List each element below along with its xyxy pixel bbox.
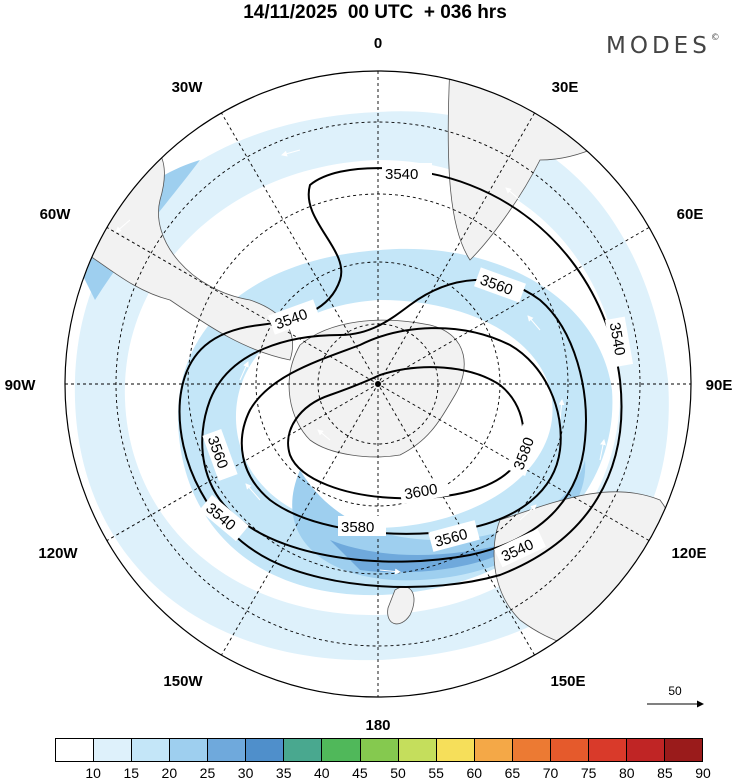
brand-logo: MODES© <box>606 33 720 59</box>
legend-label: 45 <box>352 765 368 781</box>
lon-label-60w: 60W <box>40 206 72 223</box>
legend-swatch <box>512 739 551 761</box>
legend-label: 15 <box>123 765 140 781</box>
legend-label: 10 <box>85 765 101 781</box>
contour-label: 3600 <box>403 481 439 504</box>
land-antarctica <box>288 319 465 458</box>
color-legend-labels: 10 15 20 25 30 35 40 45 50 55 60 65 70 75 80 85 90 <box>55 765 710 781</box>
legend-label: 50 <box>390 765 406 781</box>
contour-label: 3540 <box>385 166 418 183</box>
brand-name: MODES <box>606 33 711 59</box>
longitude-labels: 0 30E 60E 90E 120E 150E 180 150W 120W 90… <box>5 35 733 734</box>
lon-label-120w: 120W <box>38 545 78 562</box>
map-boundary <box>64 70 692 698</box>
lon-label-180: 180 <box>365 717 390 734</box>
legend-label: 30 <box>237 765 254 781</box>
lon-label-150w: 150W <box>163 673 203 690</box>
wind-vector <box>599 439 606 461</box>
wind-vector <box>505 187 521 201</box>
wind-vector <box>317 429 331 441</box>
lon-label-0: 0 <box>374 35 382 52</box>
wind-vector <box>239 361 249 381</box>
wind-vector <box>379 568 401 575</box>
legend-label: 65 <box>504 765 521 781</box>
wind-vector <box>245 483 261 501</box>
reference-vector: 50 <box>647 684 704 708</box>
legend-label: 40 <box>314 765 330 781</box>
legend-swatch <box>436 739 475 761</box>
brand-mark: © <box>710 33 720 43</box>
legend-label: 80 <box>618 765 635 781</box>
legend-swatch <box>56 739 95 761</box>
legend-swatch <box>360 739 399 761</box>
legend-label: 85 <box>657 765 673 781</box>
legend-swatch <box>550 739 589 761</box>
lon-label-90e: 90E <box>706 377 733 394</box>
wind-shading-band-1 <box>177 248 613 596</box>
legend-swatch <box>208 739 247 761</box>
contour-label: 3540 <box>606 321 629 357</box>
legend-swatch <box>170 739 209 761</box>
legend-label: 60 <box>466 765 483 781</box>
legend-swatch <box>322 739 361 761</box>
legend-swatch <box>398 739 437 761</box>
legend-swatch <box>94 739 133 761</box>
lon-label-90w: 90W <box>5 377 37 394</box>
legend-label: 25 <box>199 765 216 781</box>
legend-label: 35 <box>275 765 292 781</box>
legend-label: 20 <box>161 765 178 781</box>
lon-label-120e: 120E <box>671 545 706 562</box>
legend-swatch <box>246 739 285 761</box>
legend-swatch <box>626 739 665 761</box>
wind-shading-band-3 <box>330 540 520 573</box>
legend-swatch <box>474 739 513 761</box>
wind-vector <box>115 219 131 233</box>
legend-swatch <box>665 739 703 761</box>
lon-label-30w: 30W <box>172 79 204 96</box>
legend-swatch <box>284 739 323 761</box>
wind-vector <box>558 399 565 421</box>
wind-vector <box>519 504 537 521</box>
legend-swatch <box>588 739 627 761</box>
legend-label: 75 <box>580 765 597 781</box>
color-legend <box>55 738 703 762</box>
wind-vector <box>281 149 301 157</box>
map-title: 14/11/2025 00 UTC + 036 hrs <box>243 2 507 23</box>
contour-3560 <box>201 278 587 563</box>
legend-swatch <box>132 739 171 761</box>
contour-label: 3580 <box>341 519 374 536</box>
legend-label: 70 <box>542 765 559 781</box>
legend-label: 90 <box>695 765 711 781</box>
reference-vector-label: 50 <box>668 684 682 698</box>
pole-marker <box>375 381 381 387</box>
legend-label: 55 <box>428 765 444 781</box>
lon-label-60e: 60E <box>677 206 704 223</box>
wind-vector <box>527 315 541 331</box>
lon-label-150e: 150E <box>550 673 585 690</box>
lon-label-30e: 30E <box>552 79 579 96</box>
